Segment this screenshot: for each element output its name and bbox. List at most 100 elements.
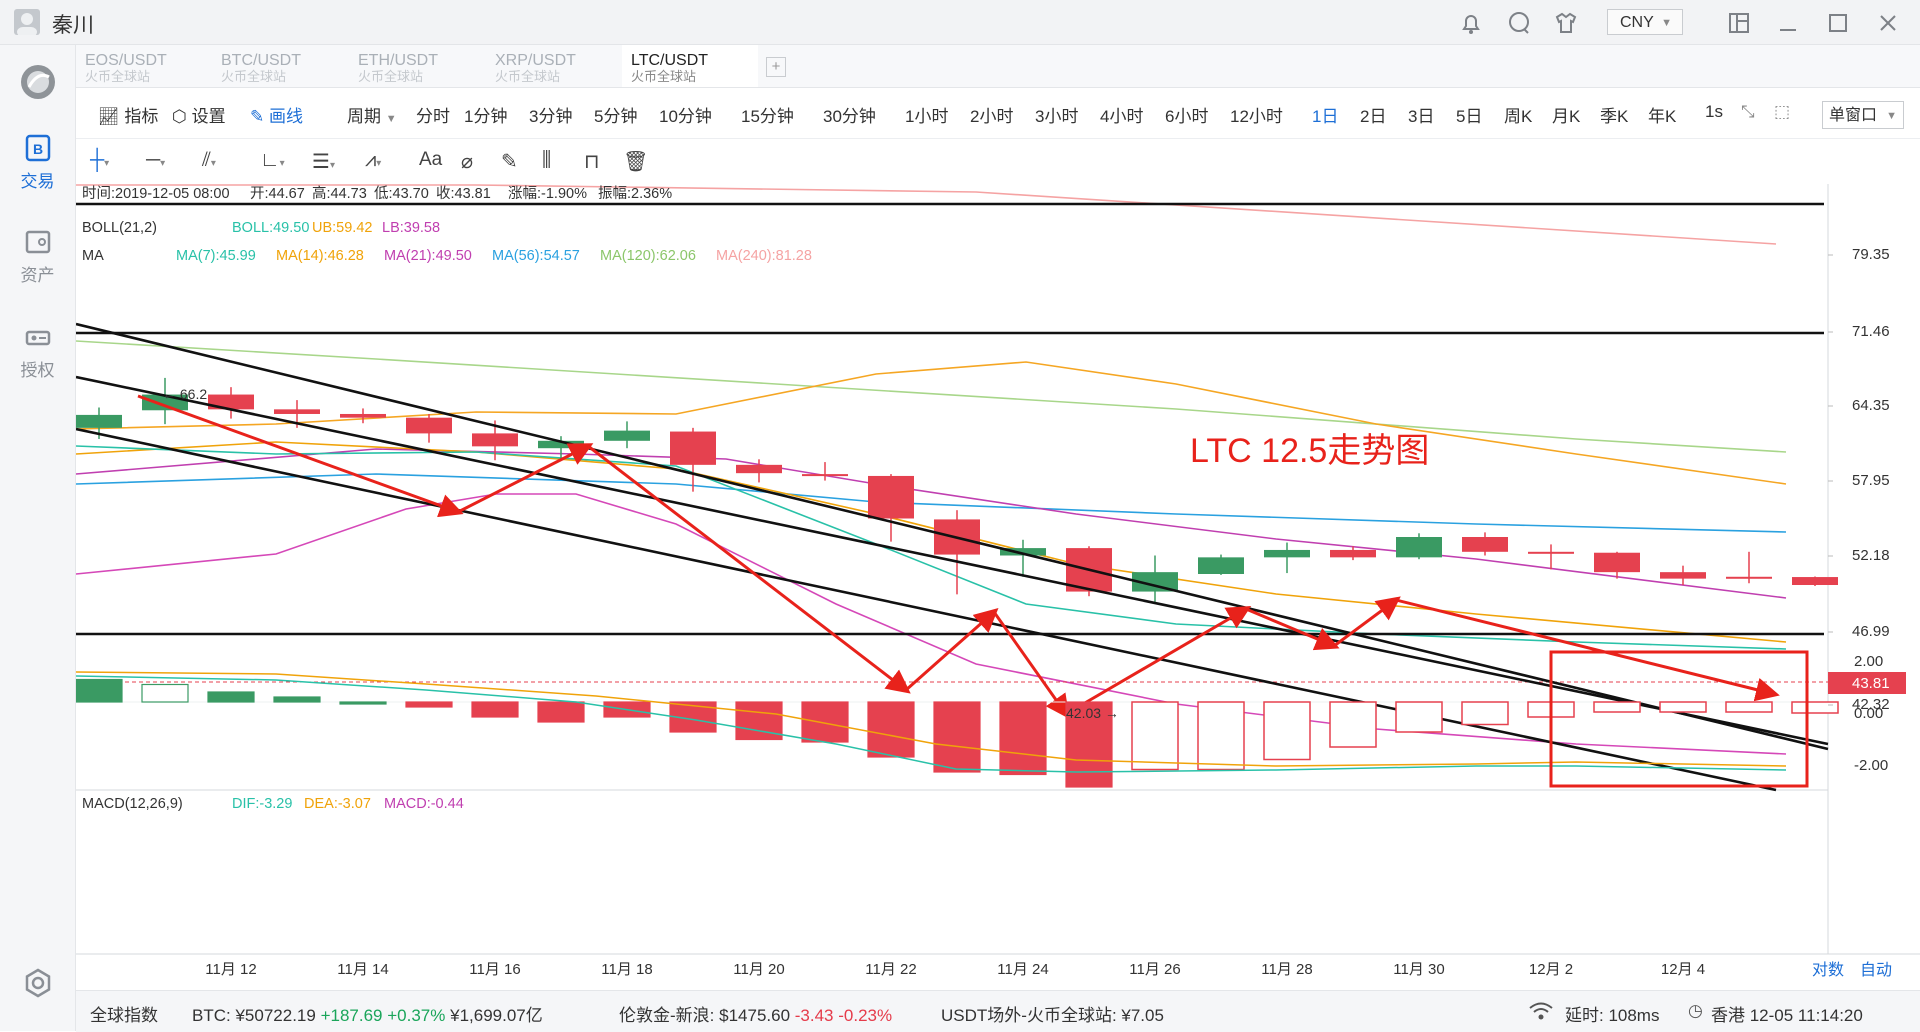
candle-body (208, 394, 254, 410)
key-icon (25, 330, 50, 346)
period-17[interactable]: 周K (1504, 107, 1533, 126)
period-13[interactable]: 1日 (1312, 107, 1339, 126)
tab-source: 火币全球站 (495, 69, 561, 84)
refresh-interval[interactable]: 1s (1705, 102, 1723, 121)
candle-body (406, 417, 452, 434)
bell-icon[interactable] (1458, 10, 1484, 36)
tab-eth-usdt[interactable]: ETH/USDT 火币全球站 (349, 45, 485, 87)
period-2[interactable]: 3分钟 (529, 107, 573, 126)
wave-tool-icon[interactable]: ⩘▾ (365, 149, 382, 171)
add-tab-button[interactable]: + (766, 57, 786, 77)
indicator-button[interactable]: 📈︎ 指标 (98, 102, 158, 127)
tab-btc-usdt[interactable]: BTC/USDT 火币全球站 (212, 45, 348, 87)
skin-icon[interactable] (1553, 10, 1579, 36)
left-sidebar: B 交易 资产 授权 (0, 45, 76, 1031)
window-mode-value: 单窗口 (1829, 107, 1878, 124)
period-7[interactable]: 1小时 (905, 107, 949, 126)
sidebar-item-trade[interactable]: B 交易 (0, 133, 75, 192)
window-mode-select[interactable]: 单窗口 ▼ (1822, 101, 1904, 129)
screenshot-icon[interactable]: ⬚ (1774, 102, 1791, 121)
minimize-icon[interactable] (1775, 10, 1801, 36)
macd-tick-label: 2.00 (1854, 653, 1883, 670)
period-9[interactable]: 3小时 (1035, 107, 1079, 126)
candle-body (1330, 549, 1376, 558)
channel-line (76, 322, 1829, 751)
fullscreen-icon[interactable]: ⤡ (1741, 102, 1755, 121)
pen-tool-icon[interactable]: ✎ (501, 151, 518, 173)
pencil-icon: ✎ (250, 107, 265, 126)
currency-select[interactable]: CNY ▼ (1607, 9, 1683, 35)
brush-tool-icon[interactable]: ⌀ (461, 151, 474, 173)
period-4[interactable]: 10分钟 (659, 107, 712, 126)
period-19[interactable]: 季K (1600, 107, 1629, 126)
candle-tool-icon[interactable]: ⫼ (542, 149, 552, 171)
period-11[interactable]: 6小时 (1165, 107, 1209, 126)
tab-pair: ETH/USDT (358, 52, 438, 69)
settings-icon[interactable] (22, 967, 54, 999)
maximize-icon[interactable] (1825, 10, 1851, 36)
tab-xrp-usdt[interactable]: XRP/USDT 火币全球站 (486, 45, 622, 87)
period-12[interactable]: 12小时 (1230, 107, 1283, 126)
tab-ltc-usdt[interactable]: LTC/USDT 火币全球站 (622, 45, 758, 87)
close-icon[interactable] (1875, 10, 1901, 36)
boll-legend-lb: LB:39.58 (382, 220, 440, 236)
period-1[interactable]: 1分钟 (464, 107, 508, 126)
app-logo-icon[interactable] (19, 63, 57, 101)
macd-bar (273, 696, 321, 703)
macd-bar (339, 701, 387, 705)
draw-button[interactable]: ✎ 画线 (250, 102, 303, 127)
sidebar-item-auth[interactable]: 授权 (0, 322, 75, 381)
chart-grid (76, 184, 1920, 955)
period-6[interactable]: 30分钟 (823, 107, 876, 126)
period-20[interactable]: 年K (1648, 107, 1677, 126)
date-tick-label: 12月 2 (1529, 961, 1573, 978)
gold-pct: -0.23% (838, 1006, 893, 1025)
tab-eos-usdt[interactable]: EOS/USDT 火币全球站 (76, 45, 212, 87)
layout-icon[interactable] (1726, 10, 1752, 36)
gold-ticker[interactable]: 伦敦金-新浪: $1475.60 -3.43 -0.23% (619, 1001, 892, 1026)
user-avatar-icon[interactable] (14, 9, 40, 35)
indicator-label: 指标 (124, 107, 159, 126)
period-15[interactable]: 3日 (1408, 107, 1435, 126)
horizontal-line-tool-icon[interactable]: ─▾ (146, 149, 166, 171)
crosshair-tool-icon[interactable]: ┼▾ (90, 149, 110, 171)
macd-bar (1791, 701, 1839, 714)
sidebar-item-label: 资产 (20, 266, 55, 285)
lock-icon[interactable]: ⊓ (584, 151, 600, 173)
latency: 延时: 108ms (1565, 1006, 1660, 1025)
period-16[interactable]: 5日 (1456, 107, 1483, 126)
global-index-link[interactable]: 全球指数 (90, 1006, 158, 1025)
period-3[interactable]: 5分钟 (594, 107, 638, 126)
tab-pair: EOS/USDT (85, 52, 167, 69)
fibonacci-tool-icon[interactable]: ☰▾ (312, 151, 335, 173)
ohlc-high: 高:44.73 (312, 185, 367, 202)
angle-tool-icon[interactable]: ∟▾ (260, 149, 285, 171)
trash-icon[interactable]: 🗑︎ (623, 151, 649, 173)
macd-bar (207, 691, 255, 703)
clock-icon: ◷ (1688, 1001, 1703, 1020)
date-tick-label: 12月 4 (1661, 961, 1705, 978)
settings-button[interactable]: ⬡ 设置 (172, 102, 226, 127)
tab-source: 火币全球站 (358, 69, 424, 84)
period-0[interactable]: 分时 (416, 107, 450, 126)
price-tick-label: 57.95 (1852, 472, 1890, 489)
period-select[interactable]: 周期 ▼ (347, 102, 397, 127)
price-tick-label: 52.18 (1852, 547, 1890, 564)
trend-line-tool-icon[interactable]: ⫽▾ (202, 149, 216, 171)
chat-icon[interactable] (1506, 10, 1532, 36)
period-5[interactable]: 15分钟 (741, 107, 794, 126)
macd-value-legend: MACD:-0.44 (384, 796, 464, 812)
title-bar: 秦川 CNY ▼ (0, 0, 1920, 45)
btc-ticker[interactable]: BTC: ¥50722.19 +187.69 +0.37% ¥1,699.07亿 (192, 1001, 543, 1026)
period-14[interactable]: 2日 (1360, 107, 1387, 126)
candle-body (1264, 549, 1310, 558)
text-tool[interactable]: Aa (419, 149, 443, 170)
price-chart[interactable]: 79.35 71.46 64.35 57.95 52.18 46.99 42.32 43.81… (76, 184, 1920, 990)
period-8[interactable]: 2小时 (970, 107, 1014, 126)
sidebar-item-assets[interactable]: 资产 (0, 227, 75, 286)
trend-lines (76, 202, 1829, 792)
usdt-otc-ticker[interactable]: USDT场外-火币全球站: ¥7.05 (941, 1006, 1164, 1025)
price-tick-label: 64.35 (1852, 397, 1890, 414)
period-10[interactable]: 4小时 (1100, 107, 1144, 126)
period-18[interactable]: 月K (1552, 107, 1581, 126)
